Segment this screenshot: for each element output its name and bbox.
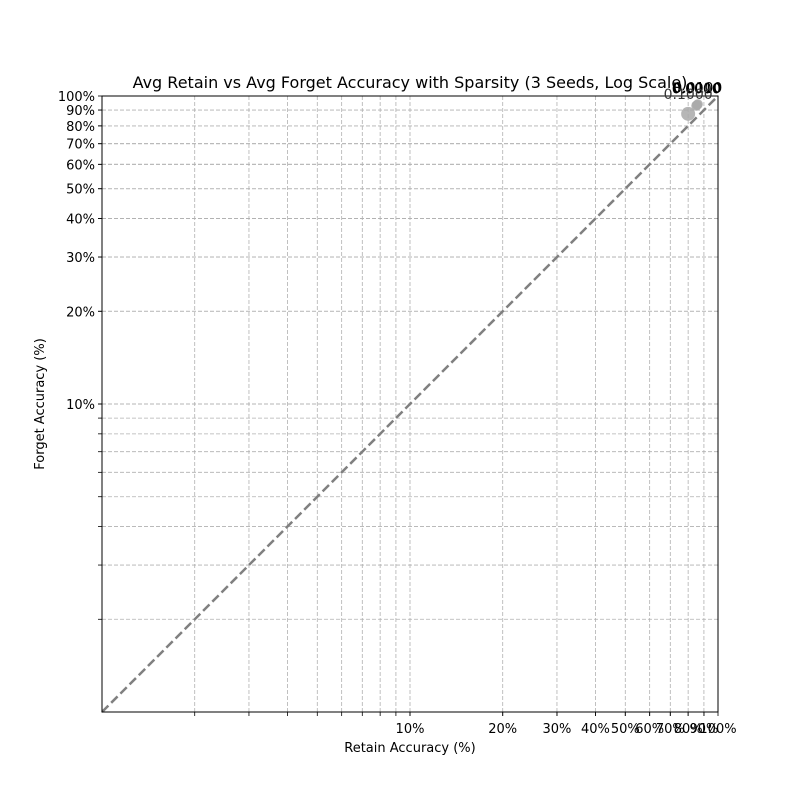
- point-label: 0.0010: [673, 81, 722, 97]
- y-tick-label: 100%: [58, 90, 95, 105]
- points-group: [681, 99, 703, 121]
- chart-title: Avg Retain vs Avg Forget Accuracy with S…: [133, 73, 688, 92]
- y-tick-label: 40%: [66, 213, 95, 228]
- y-tick-label: 80%: [66, 120, 95, 135]
- x-tick-label: 90%: [689, 722, 718, 737]
- y-tick-label: 20%: [66, 305, 95, 320]
- y-tick-label: 70%: [66, 138, 95, 153]
- reference-line: [101, 95, 719, 713]
- x-tick-label: 10%: [396, 722, 425, 737]
- y-axis-title: Forget Accuracy (%): [33, 338, 48, 470]
- point-label: 0.1000: [664, 87, 713, 103]
- x-tick-label: 20%: [488, 722, 517, 737]
- x-tick-label: 80%: [674, 722, 703, 737]
- y-tick-label: 90%: [66, 104, 95, 119]
- x-tick-label: 50%: [611, 722, 640, 737]
- y-tick-label: 10%: [66, 398, 95, 413]
- grid: [102, 96, 718, 712]
- y-tick-label: 50%: [66, 183, 95, 198]
- y-tick-label: 30%: [66, 251, 95, 266]
- x-tick-label: 30%: [543, 722, 572, 737]
- x-tick-label: 100%: [699, 722, 736, 737]
- x-axis-title: Retain Accuracy (%): [344, 741, 475, 756]
- scatter-point: [681, 106, 696, 121]
- point-label: 0.0100: [673, 80, 722, 96]
- point-label: 0.0000: [672, 82, 721, 98]
- ticks: 10% 20% 30% 40% 50%60%70%80%90%100%10%20%30%…: [58, 90, 737, 737]
- scatter-point: [692, 99, 703, 110]
- reference-line-group: [101, 95, 719, 713]
- y-tick-label: 60%: [66, 158, 95, 173]
- x-tick-label: 40%: [581, 722, 610, 737]
- x-tick-label: 60%: [635, 722, 664, 737]
- x-tick-label: 70%: [656, 722, 685, 737]
